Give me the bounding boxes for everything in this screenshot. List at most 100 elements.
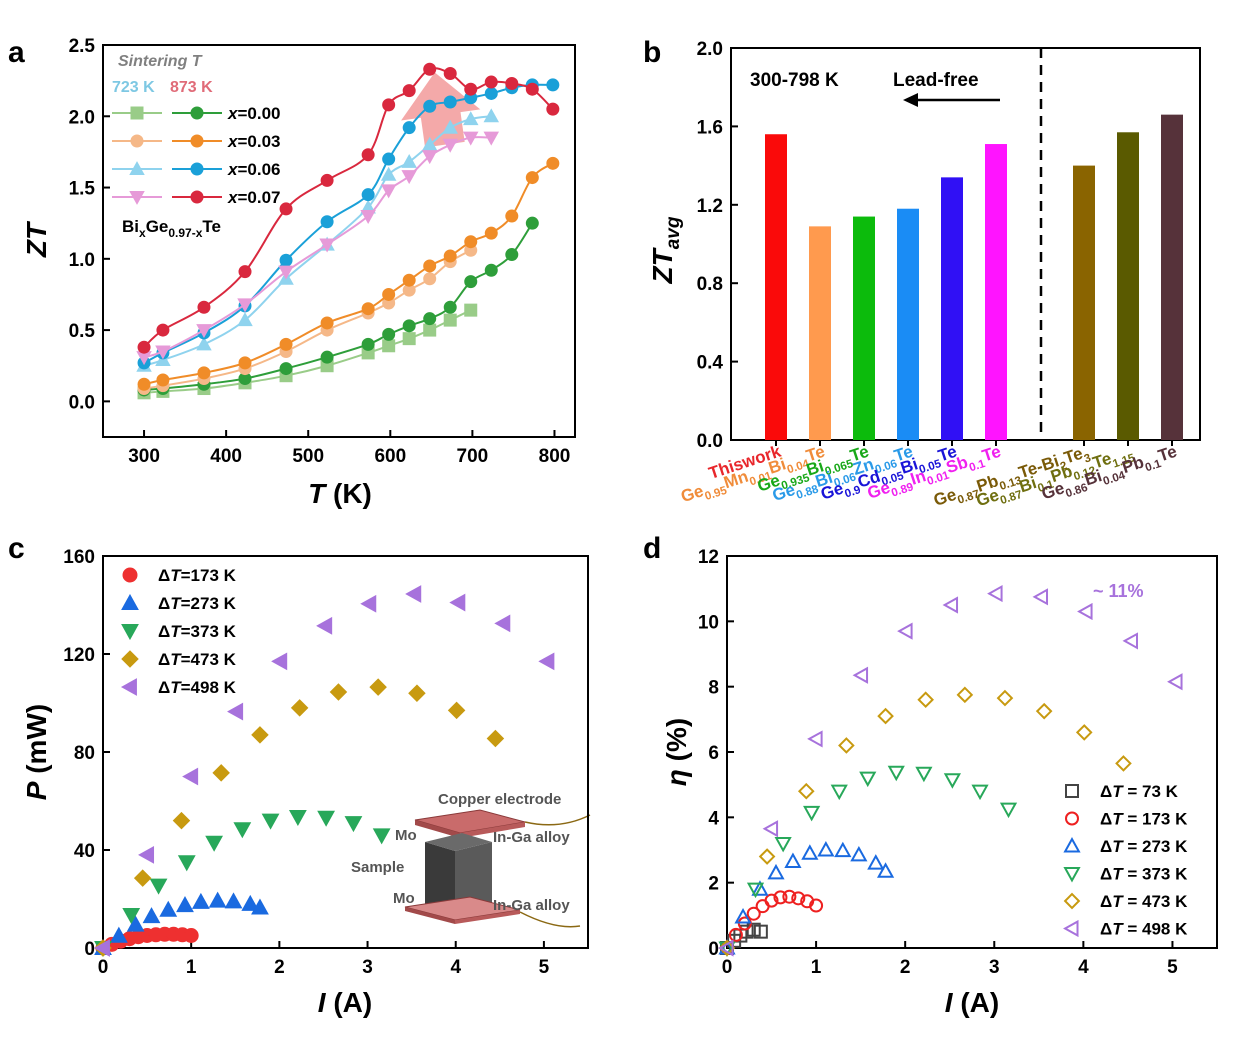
panel-a-data-point bbox=[382, 98, 396, 112]
temperature-range-label: 300-798 K bbox=[750, 70, 839, 91]
panel-a-y-tick-label: 2.0 bbox=[69, 107, 95, 128]
panel-d-data-point bbox=[758, 848, 776, 865]
panel-d-data-point bbox=[1167, 673, 1183, 691]
panel-a-data-point bbox=[402, 319, 416, 333]
panel-c-legend-label: ΔT=273 K bbox=[158, 594, 237, 613]
panel-d-data-point bbox=[718, 939, 734, 957]
panel-d-data-point bbox=[999, 802, 1018, 819]
panel-d-data-point bbox=[782, 889, 797, 904]
panel-d-data-point bbox=[834, 841, 852, 858]
panel-b-plot-frame bbox=[730, 47, 1201, 441]
panel-a-data-point bbox=[137, 377, 151, 391]
panel-a-data-point bbox=[238, 265, 252, 279]
panel-d-data-point bbox=[859, 771, 877, 788]
panel-a-data-point bbox=[525, 171, 539, 185]
panel-a-data-point bbox=[423, 62, 437, 76]
panel-d-data-point bbox=[850, 845, 868, 862]
panel-b-bar bbox=[1073, 165, 1095, 440]
panel-d-y-tick-label: 10 bbox=[698, 612, 719, 633]
panel-c-data-point bbox=[138, 846, 155, 864]
panel-c-data-point bbox=[177, 855, 196, 872]
panel-c-data-point bbox=[408, 684, 426, 702]
panel-c-data-point bbox=[317, 810, 335, 827]
panel-c-data-point bbox=[360, 594, 377, 613]
panel-a-data-point bbox=[382, 327, 396, 341]
panel-a-data-point bbox=[484, 86, 498, 100]
panel-a-data-point bbox=[361, 302, 375, 316]
legend-marker bbox=[1063, 919, 1079, 938]
panel-c-data-point bbox=[133, 869, 152, 887]
panel-d-data-point bbox=[956, 686, 974, 704]
panel-d-legend-label: ΔT = 373 K bbox=[1100, 865, 1188, 884]
legend-marker bbox=[129, 190, 145, 205]
legend-marker bbox=[129, 161, 145, 176]
panel-c-data-point bbox=[538, 652, 555, 671]
panel-a-data-point bbox=[421, 150, 438, 165]
panel-a-data-point bbox=[156, 373, 170, 387]
panel-c-y-axis-label: P (mW) bbox=[21, 704, 52, 800]
panel-a-data-point bbox=[484, 263, 498, 277]
panel-b-bar bbox=[897, 208, 919, 440]
panel-d-y-tick-label: 2 bbox=[708, 874, 719, 895]
panel-d-data-point bbox=[807, 730, 823, 748]
panel-a-data-point bbox=[462, 111, 479, 126]
panel-a-data-point bbox=[423, 259, 437, 273]
panel-a-x-tick-label: 800 bbox=[539, 446, 571, 467]
panel-d-y-tick-label: 6 bbox=[708, 743, 719, 764]
panel-a-legend-label: x=0.07 bbox=[227, 188, 280, 207]
panel-a-data-point bbox=[361, 337, 375, 351]
panel-a-data-point bbox=[320, 173, 334, 187]
panel-c-data-point bbox=[227, 702, 244, 721]
panel-c-x-tick-label: 0 bbox=[98, 957, 109, 978]
panel-a-series-line bbox=[143, 83, 553, 364]
panel-b-bar bbox=[809, 226, 831, 440]
panel-a-data-point bbox=[380, 184, 397, 199]
panel-d-x-tick-label: 2 bbox=[900, 957, 911, 978]
panel-c-y-tick-label: 80 bbox=[74, 743, 95, 764]
panel-c-plot-frame bbox=[102, 555, 589, 949]
panel-a-data-point bbox=[442, 119, 458, 134]
panel-a-data-point bbox=[401, 153, 417, 168]
panel-d-x-tick-label: 1 bbox=[811, 957, 822, 978]
panel-a-data-point bbox=[423, 99, 437, 113]
panel-a-x-tick-label: 400 bbox=[210, 446, 242, 467]
panel-b-y-tick-label: 1.2 bbox=[697, 196, 723, 217]
panel-a-plot-frame bbox=[102, 44, 576, 438]
panel-d-data-point bbox=[942, 596, 959, 614]
panel-a-data-point bbox=[401, 170, 417, 185]
panel-c-y-tick-label: 0 bbox=[84, 939, 95, 960]
panel-a-data-point bbox=[464, 235, 478, 249]
panel-c-data-point bbox=[494, 614, 511, 633]
panel-a-data-point bbox=[361, 188, 375, 202]
wire-top bbox=[524, 814, 591, 826]
panel-c-data-point bbox=[369, 678, 387, 696]
panel-d-x-tick-label: 5 bbox=[1167, 957, 1178, 978]
panel-a-data-point bbox=[546, 156, 560, 170]
panel-c-data-point bbox=[149, 878, 168, 895]
panel-c-data-point bbox=[142, 907, 161, 924]
panel-c-chart: 0 1 2 3 4 5 0 40 80 120 160 I (A) P (mW) ΔT=173 K ΔT=2… bbox=[21, 547, 589, 1018]
legend-marker bbox=[190, 162, 204, 176]
panel-c-legend-label: ΔT=373 K bbox=[158, 622, 237, 641]
panel-d-data-point bbox=[917, 691, 934, 709]
panel-a-chart: 300 400 500 600 700 800 0.0 0.5 1.0 1.5 2.0 2.5 T (K… bbox=[21, 36, 576, 509]
panel-c-data-point bbox=[329, 683, 348, 701]
inset-label-inga-top: In-Ga alloy bbox=[493, 829, 570, 846]
panel-d-data-point bbox=[943, 773, 961, 789]
panel-a-data-point bbox=[279, 202, 293, 216]
panel-d-legend-label: ΔT = 73 K bbox=[1100, 782, 1179, 801]
panel-a-data-point bbox=[505, 76, 519, 90]
panel-d-data-point bbox=[887, 765, 905, 782]
panel-b-bar bbox=[1161, 114, 1183, 440]
panel-c-data-point bbox=[449, 593, 466, 612]
panel-d-data-point bbox=[830, 784, 848, 801]
panel-d-data-point bbox=[784, 852, 802, 868]
panel-a-data-point bbox=[237, 312, 253, 327]
panel-a-data-point bbox=[443, 249, 457, 263]
panel-a-series-line bbox=[143, 67, 554, 348]
sintering-title: Sintering T bbox=[118, 53, 203, 70]
legend-marker bbox=[1063, 866, 1081, 883]
panel-c-data-point bbox=[251, 726, 269, 744]
panel-a-data-point bbox=[320, 215, 334, 229]
panel-c-legend-label: ΔT=173 K bbox=[158, 566, 237, 585]
